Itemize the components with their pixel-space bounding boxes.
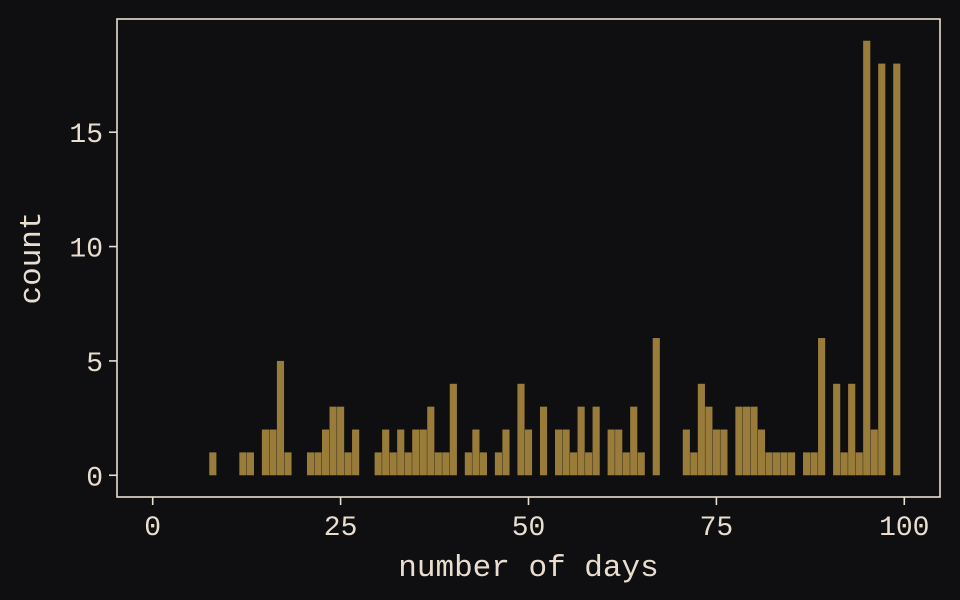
histogram-bar: [389, 452, 397, 476]
histogram-bar: [352, 429, 360, 476]
y-tick-label: 0: [86, 463, 103, 494]
histogram-bar: [893, 63, 901, 476]
histogram-bar: [517, 383, 525, 476]
y-tick-label: 15: [69, 120, 103, 151]
histogram-bar: [750, 406, 758, 476]
x-tick-label: 0: [144, 513, 161, 544]
histogram-bar: [810, 452, 818, 476]
x-tick-label: 50: [512, 513, 546, 544]
histogram-bar: [554, 429, 563, 476]
histogram-bar: [442, 452, 450, 476]
histogram-bar: [765, 452, 773, 476]
y-tick-label: 10: [69, 235, 103, 266]
histogram-bar: [434, 452, 442, 476]
x-tick-label: 100: [879, 513, 929, 544]
histogram-bar: [419, 429, 427, 476]
histogram-bar: [239, 452, 247, 476]
histogram-bar: [697, 383, 705, 476]
histogram-bar: [209, 452, 217, 476]
histogram-bar: [772, 452, 781, 476]
histogram-bar: [652, 338, 660, 476]
histogram-bar: [630, 406, 638, 476]
bars-group: [209, 40, 901, 476]
histogram-bar: [585, 452, 593, 476]
y-axis-label: count: [15, 211, 50, 304]
histogram-bar: [787, 452, 796, 476]
histogram-bar: [276, 360, 285, 476]
histogram-bar: [374, 452, 382, 476]
histogram-bar: [577, 406, 585, 476]
histogram-bar: [780, 452, 788, 476]
histogram-bar: [570, 452, 578, 476]
histogram-bar: [863, 40, 871, 476]
histogram-bar: [622, 452, 630, 476]
x-axis-ticks: 0 25 50 75 100: [144, 497, 930, 544]
histogram-bar: [615, 429, 623, 476]
histogram-bar: [261, 429, 270, 476]
histogram-bar: [840, 452, 848, 476]
y-axis-ticks: 0 5 10 15: [69, 120, 117, 494]
histogram-bar: [412, 429, 420, 476]
histogram-bar: [720, 429, 728, 476]
histogram-bar: [848, 383, 856, 476]
histogram-bar: [427, 406, 435, 476]
x-tick-label: 25: [324, 513, 358, 544]
histogram-bar: [284, 452, 292, 476]
histogram-bar: [479, 452, 487, 476]
histogram-bar: [607, 429, 615, 476]
histogram-bar: [592, 406, 600, 476]
histogram-bar: [735, 406, 743, 476]
histogram-bar: [818, 338, 826, 476]
histogram-bar: [306, 452, 315, 476]
histogram-bar: [712, 429, 720, 476]
histogram-bar: [494, 452, 503, 476]
histogram-bar: [337, 406, 345, 476]
histogram-bar: [269, 429, 277, 476]
plot-frame: [116, 18, 941, 498]
histogram-bar: [404, 452, 412, 476]
histogram-bar: [321, 429, 330, 476]
histogram-bar: [833, 383, 841, 476]
histogram-bar: [682, 429, 690, 476]
histogram-bar: [524, 429, 533, 476]
histogram-bar: [562, 429, 570, 476]
histogram-bar: [855, 452, 863, 476]
histogram-bar: [757, 429, 766, 476]
histogram-bar: [329, 406, 337, 476]
histogram-bar: [878, 63, 886, 476]
histogram-bar: [246, 452, 254, 476]
histogram-bar: [637, 452, 645, 476]
histogram-bar: [464, 452, 472, 476]
histogram-bar: [472, 429, 480, 476]
histogram-bar: [502, 429, 510, 476]
histogram-bar: [314, 452, 322, 476]
x-tick-label: 75: [700, 513, 734, 544]
histogram-bar: [705, 406, 713, 476]
histogram-bar: [742, 406, 751, 476]
histogram-bar: [449, 383, 457, 476]
histogram-bar: [690, 452, 698, 476]
x-axis-label: number of days: [398, 551, 658, 586]
histogram-bar: [397, 429, 405, 476]
histogram-bar: [803, 452, 811, 476]
y-tick-label: 5: [86, 349, 103, 380]
histogram-bar: [382, 429, 390, 476]
histogram-bar: [870, 429, 878, 476]
histogram-bar: [539, 406, 548, 476]
histogram-bar: [344, 452, 352, 476]
